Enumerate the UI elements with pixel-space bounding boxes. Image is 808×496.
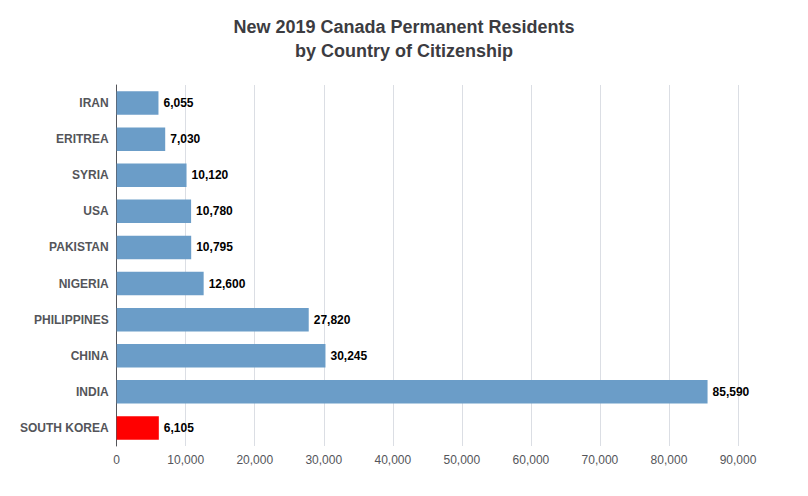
svg-text:80,000: 80,000	[651, 453, 688, 467]
svg-text:50,000: 50,000	[444, 453, 481, 467]
svg-text:IRAN: IRAN	[79, 96, 108, 110]
svg-text:7,030: 7,030	[170, 132, 200, 146]
svg-text:60,000: 60,000	[513, 453, 550, 467]
svg-text:30,000: 30,000	[305, 453, 342, 467]
svg-text:INDIA: INDIA	[76, 385, 109, 399]
svg-text:NIGERIA: NIGERIA	[59, 277, 109, 291]
svg-text:6,105: 6,105	[164, 421, 194, 435]
svg-text:SOUTH KOREA: SOUTH KOREA	[20, 421, 109, 435]
svg-text:6,055: 6,055	[163, 96, 193, 110]
svg-text:USA: USA	[83, 204, 109, 218]
svg-text:10,780: 10,780	[196, 204, 233, 218]
svg-text:20,000: 20,000	[236, 453, 273, 467]
svg-text:SYRIA: SYRIA	[72, 168, 109, 182]
svg-text:New 2019 Canada Permanent Resi: New 2019 Canada Permanent Residents	[233, 17, 574, 37]
svg-text:CHINA: CHINA	[71, 349, 109, 363]
svg-text:10,795: 10,795	[196, 240, 233, 254]
svg-text:10,120: 10,120	[192, 168, 229, 182]
svg-text:PHILIPPINES: PHILIPPINES	[34, 313, 109, 327]
svg-text:12,600: 12,600	[209, 277, 246, 291]
svg-text:30,245: 30,245	[330, 349, 367, 363]
svg-text:90,000: 90,000	[720, 453, 757, 467]
svg-text:27,820: 27,820	[314, 313, 351, 327]
svg-text:PAKISTAN: PAKISTAN	[49, 240, 109, 254]
svg-text:85,590: 85,590	[713, 385, 750, 399]
svg-text:ERITREA: ERITREA	[56, 132, 109, 146]
svg-text:by Country of Citizenship: by Country of Citizenship	[295, 41, 513, 61]
svg-text:70,000: 70,000	[582, 453, 619, 467]
svg-text:0: 0	[113, 453, 120, 467]
svg-text:10,000: 10,000	[167, 453, 204, 467]
svg-text:40,000: 40,000	[374, 453, 411, 467]
